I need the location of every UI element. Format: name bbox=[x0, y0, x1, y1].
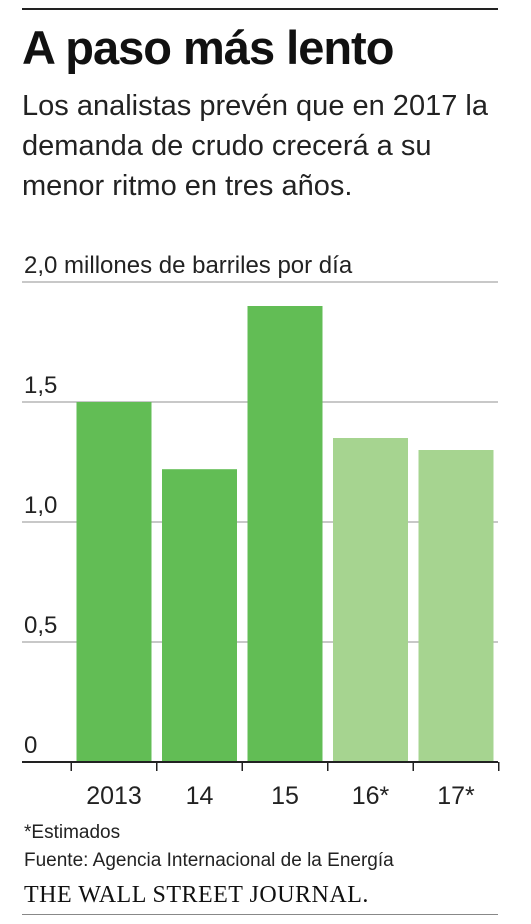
x-tick-label: 14 bbox=[186, 782, 214, 810]
bar bbox=[418, 450, 494, 762]
bar bbox=[247, 306, 323, 762]
y-tick-label: 2,0 millones de barriles por día bbox=[24, 252, 353, 279]
bar bbox=[76, 402, 152, 762]
publisher-logo: THE WALL STREET JOURNAL. bbox=[24, 882, 369, 908]
x-tick-label: 16* bbox=[352, 782, 390, 810]
footnote: *Estimados bbox=[24, 822, 121, 843]
chart-title: A paso más lento bbox=[22, 21, 394, 74]
y-tick-label: 0 bbox=[24, 732, 37, 759]
bottom-rule bbox=[22, 914, 498, 915]
top-rule bbox=[22, 8, 498, 10]
x-tick-label: 17* bbox=[437, 782, 475, 810]
source-note: Fuente: Agencia Internacional de la Ener… bbox=[24, 850, 394, 871]
x-tick-label: 2013 bbox=[86, 782, 142, 810]
y-tick-label: 1,0 bbox=[24, 492, 57, 519]
y-tick-label: 1,5 bbox=[24, 372, 57, 399]
bar-chart: 0 0,5 1,0 1,5 2,0 millones de barriles por d… bbox=[22, 252, 500, 810]
bar bbox=[162, 469, 237, 762]
x-tick-label: 15 bbox=[271, 782, 299, 810]
chart-subtitle: Los analistas prevén que en 2017 la dema… bbox=[22, 90, 488, 202]
bar bbox=[333, 438, 408, 762]
y-tick-label: 0,5 bbox=[24, 612, 57, 639]
